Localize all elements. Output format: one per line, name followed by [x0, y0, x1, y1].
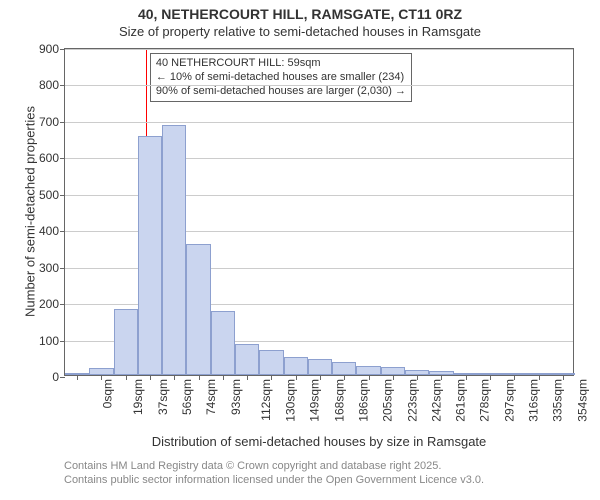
annotation-line-3: 90% of semi-detached houses are larger (… [156, 85, 406, 99]
histogram-bar [284, 357, 308, 375]
x-tick-mark [101, 375, 102, 380]
x-tick-label: 261sqm [452, 379, 468, 422]
histogram-bar [186, 244, 210, 375]
histogram-bar [259, 350, 283, 376]
x-tick-label: 130sqm [282, 379, 298, 422]
x-tick-label: 205sqm [379, 379, 395, 422]
y-tick-label: 200 [39, 297, 65, 311]
footer-line-2: Contains public sector information licen… [64, 474, 484, 486]
x-tick-mark [441, 375, 442, 380]
histogram-bar [211, 311, 235, 375]
y-tick-label: 0 [52, 370, 65, 384]
x-tick-label: 316sqm [525, 379, 541, 422]
x-tick-label: 335sqm [549, 379, 565, 422]
histogram-bar [114, 309, 138, 375]
x-tick-label: 278sqm [476, 379, 492, 422]
y-tick-label: 400 [39, 224, 65, 238]
x-tick-mark [490, 375, 491, 380]
x-tick-mark [539, 375, 540, 380]
x-tick-label: 93sqm [227, 379, 243, 415]
histogram-bar [162, 125, 186, 375]
chart-title-main: 40, NETHERCOURT HILL, RAMSGATE, CT11 0RZ [0, 6, 600, 22]
y-tick-label: 800 [39, 78, 65, 92]
x-tick-mark [369, 375, 370, 380]
chart-title-sub: Size of property relative to semi-detach… [0, 24, 600, 39]
y-axis-title: Number of semi-detached properties [23, 92, 38, 332]
x-tick-label: 354sqm [573, 379, 589, 422]
x-tick-label: 19sqm [129, 379, 145, 415]
x-tick-label: 149sqm [306, 379, 322, 422]
annotation-line-2: ← 10% of semi-detached houses are smalle… [156, 71, 406, 85]
y-tick-label: 600 [39, 151, 65, 165]
y-gridline [65, 122, 573, 123]
x-tick-mark [296, 375, 297, 380]
x-tick-label: 223sqm [403, 379, 419, 422]
x-tick-mark [150, 375, 151, 380]
x-tick-label: 186sqm [355, 379, 371, 422]
x-tick-mark [320, 375, 321, 380]
x-tick-mark [344, 375, 345, 380]
x-tick-mark [271, 375, 272, 380]
histogram-bar [381, 367, 405, 375]
y-gridline [65, 49, 573, 50]
x-tick-mark [393, 375, 394, 380]
annotation-line-1: 40 NETHERCOURT HILL: 59sqm [156, 57, 406, 71]
histogram-bar [235, 344, 259, 375]
histogram-bar [308, 359, 332, 375]
x-tick-mark [223, 375, 224, 380]
x-tick-label: 168sqm [330, 379, 346, 422]
y-gridline [65, 85, 573, 86]
plot-area: 40 NETHERCOURT HILL: 59sqm ← 10% of semi… [64, 48, 574, 376]
x-tick-mark [199, 375, 200, 380]
histogram-bar [138, 136, 162, 375]
x-axis-title: Distribution of semi-detached houses by … [64, 434, 574, 449]
histogram-bar [332, 362, 356, 375]
x-tick-mark [126, 375, 127, 380]
y-tick-label: 900 [39, 42, 65, 56]
x-tick-mark [174, 375, 175, 380]
x-tick-label: 37sqm [154, 379, 170, 415]
y-tick-label: 300 [39, 261, 65, 275]
y-tick-label: 700 [39, 115, 65, 129]
x-tick-label: 0sqm [98, 379, 114, 408]
x-tick-label: 112sqm [257, 379, 273, 421]
x-tick-label: 56sqm [178, 379, 194, 415]
x-tick-mark [563, 375, 564, 380]
x-tick-mark [77, 375, 78, 380]
y-tick-label: 100 [39, 334, 65, 348]
y-tick-label: 500 [39, 188, 65, 202]
annotation-box: 40 NETHERCOURT HILL: 59sqm ← 10% of semi… [150, 53, 412, 102]
x-tick-label: 74sqm [202, 379, 218, 415]
x-tick-label: 297sqm [500, 379, 516, 422]
footer-line-1: Contains HM Land Registry data © Crown c… [64, 460, 441, 472]
x-tick-mark [466, 375, 467, 380]
x-tick-mark [247, 375, 248, 380]
x-tick-mark [514, 375, 515, 380]
chart-root: 40, NETHERCOURT HILL, RAMSGATE, CT11 0RZ… [0, 0, 600, 500]
histogram-bar [356, 366, 380, 375]
x-tick-mark [417, 375, 418, 380]
x-tick-label: 242sqm [428, 379, 444, 422]
